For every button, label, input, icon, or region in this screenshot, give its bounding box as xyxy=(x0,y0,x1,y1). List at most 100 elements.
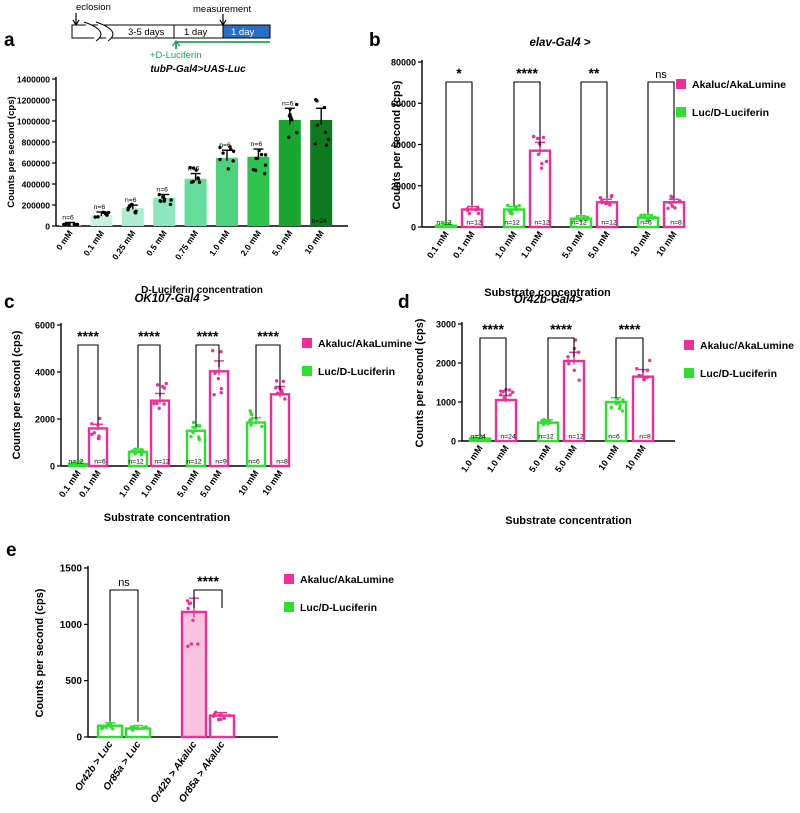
data-point-b-4 xyxy=(579,217,583,222)
data-point-c-3 xyxy=(161,384,165,389)
x-tick-label-d-0: 1.0 mM xyxy=(459,443,485,474)
data-point-d-3 xyxy=(572,368,576,373)
sig-bracket-c-1 xyxy=(137,344,161,448)
data-point-d-1 xyxy=(507,388,512,392)
data-point-c-2 xyxy=(139,452,144,457)
data-point-b-6 xyxy=(649,213,653,218)
sig-label-b-2: ** xyxy=(589,65,600,81)
n-label-b-2: n=12 xyxy=(504,220,520,227)
legend-swatch-akaluc-d xyxy=(684,340,694,350)
n-label-c-1: n=6 xyxy=(94,459,106,466)
data-point-a-7 xyxy=(295,130,299,135)
timeline-eclosion-label: eclosion xyxy=(76,2,111,13)
n-label-b-0: n=12 xyxy=(436,220,452,227)
data-point-c-1 xyxy=(90,432,94,437)
data-point-b-1 xyxy=(467,211,472,216)
data-point-b-2 xyxy=(513,205,518,209)
y-tick-label-c: 2000 xyxy=(35,415,55,425)
x-tick-label-c-3: 1.0 mM xyxy=(139,468,165,499)
data-point-a-4 xyxy=(197,180,202,184)
legend-label-luc-e: Luc/D-Luciferin xyxy=(300,602,377,614)
n-label-a-7: n=6 xyxy=(282,100,294,107)
legend-b: Akaluc/AkaLumine Luc/D-Luciferin xyxy=(676,79,786,119)
data-point-a-0 xyxy=(74,222,78,227)
data-point-d-3 xyxy=(567,361,571,366)
timeline-last-day-segment xyxy=(222,24,271,39)
data-point-b-1 xyxy=(476,211,481,216)
x-tick-label-d-2: 5.0 mM xyxy=(527,443,553,474)
data-point-c-7 xyxy=(281,379,286,383)
sig-label-e-0: ns xyxy=(118,577,130,589)
data-point-c-6 xyxy=(254,417,258,421)
data-point-a-0 xyxy=(63,222,68,227)
chart-title-c: OK107-Gal4 > xyxy=(134,293,209,305)
data-point-a-1 xyxy=(96,215,100,219)
data-point-b-0 xyxy=(441,223,445,228)
sig-label-e-1: **** xyxy=(197,573,219,589)
legend-label-akaluc-e: Akaluc/AkaLumine xyxy=(300,574,394,586)
data-point-a-6 xyxy=(259,152,264,157)
data-point-a-5 xyxy=(229,147,233,152)
y-tick-label-b: 0 xyxy=(411,223,416,233)
data-point-a-5 xyxy=(226,167,231,171)
n-label-d-1: n=24 xyxy=(500,434,516,441)
data-point-c-0 xyxy=(78,461,83,466)
x-tick-label-b-0: 0.1 mM xyxy=(425,229,451,260)
charts-layer: 0200000400000600000800000100000012000001… xyxy=(6,37,794,805)
data-point-b-7 xyxy=(669,201,673,205)
x-tick-label-b-5: 5.0 mM xyxy=(586,229,612,260)
x-tick-label-a-7: 5.0 mM xyxy=(270,228,295,257)
chart-title-a: tubP-Gal4>UAS-Luc xyxy=(150,64,246,75)
y-tick-label-c: 6000 xyxy=(35,321,55,331)
data-point-a-4 xyxy=(191,179,195,184)
data-point-e-3 xyxy=(212,712,217,717)
data-point-c-1 xyxy=(97,416,102,421)
data-point-d-5 xyxy=(648,358,652,363)
data-point-b-7 xyxy=(666,206,670,210)
x-tick-label-d-5: 10 mM xyxy=(623,443,647,472)
data-point-d-4 xyxy=(621,398,625,402)
data-point-a-6 xyxy=(263,153,268,157)
data-point-a-2 xyxy=(130,202,134,207)
bar-c-5 xyxy=(208,370,230,468)
data-point-c-4 xyxy=(197,437,201,442)
data-point-b-3 xyxy=(536,152,541,157)
data-point-b-5 xyxy=(603,201,608,206)
panel-label-d: d xyxy=(398,292,410,313)
sig-bracket-d-1 xyxy=(547,337,575,419)
y-tick-label-e: 500 xyxy=(65,676,82,687)
n-label-b-7: n=8 xyxy=(670,220,682,227)
y-tick-label-d: 3000 xyxy=(436,320,456,330)
sig-bracket-c-2 xyxy=(195,344,220,427)
x-tick-label-a-6: 2.0 mM xyxy=(238,228,263,257)
data-point-b-7 xyxy=(678,199,682,203)
data-point-c-4 xyxy=(195,423,200,428)
n-label-c-3: n=12 xyxy=(154,459,170,466)
data-point-b-3 xyxy=(539,166,544,170)
data-point-a-4 xyxy=(196,177,201,181)
sig-label-c-2: **** xyxy=(197,328,219,344)
data-point-d-0 xyxy=(479,436,484,440)
data-point-d-3 xyxy=(576,350,581,355)
data-point-a-1 xyxy=(106,210,111,215)
sig-bracket-d-0 xyxy=(479,337,507,435)
data-point-b-3 xyxy=(540,161,544,166)
data-point-b-5 xyxy=(598,195,603,200)
n-label-a-4: n=6 xyxy=(188,166,200,173)
data-point-a-4 xyxy=(194,168,198,172)
data-point-b-4 xyxy=(572,217,576,221)
timeline-schematic: eclosion measurement 3-5 days 1 day 1 da… xyxy=(71,2,271,61)
data-point-e-3 xyxy=(216,717,221,722)
data-point-a-4 xyxy=(191,166,196,170)
legend-e: Akaluc/AkaLumine Luc/D-Luciferin xyxy=(284,574,394,614)
chart-c: 0 2000 4000 6000 Counts per second (cps) OK10… xyxy=(11,293,412,524)
chart-b: 0 20000 40000 60000 80000 Counts per second (… xyxy=(391,37,786,299)
y-tick-label-b: 40000 xyxy=(391,140,416,150)
data-point-a-5 xyxy=(231,159,235,163)
data-point-e-3 xyxy=(227,713,232,718)
data-point-a-3 xyxy=(168,202,173,207)
sig-label-c-1: **** xyxy=(138,328,160,344)
n-label-b-1: n=12 xyxy=(466,220,482,227)
y-tick-label-e: 1000 xyxy=(60,620,83,631)
